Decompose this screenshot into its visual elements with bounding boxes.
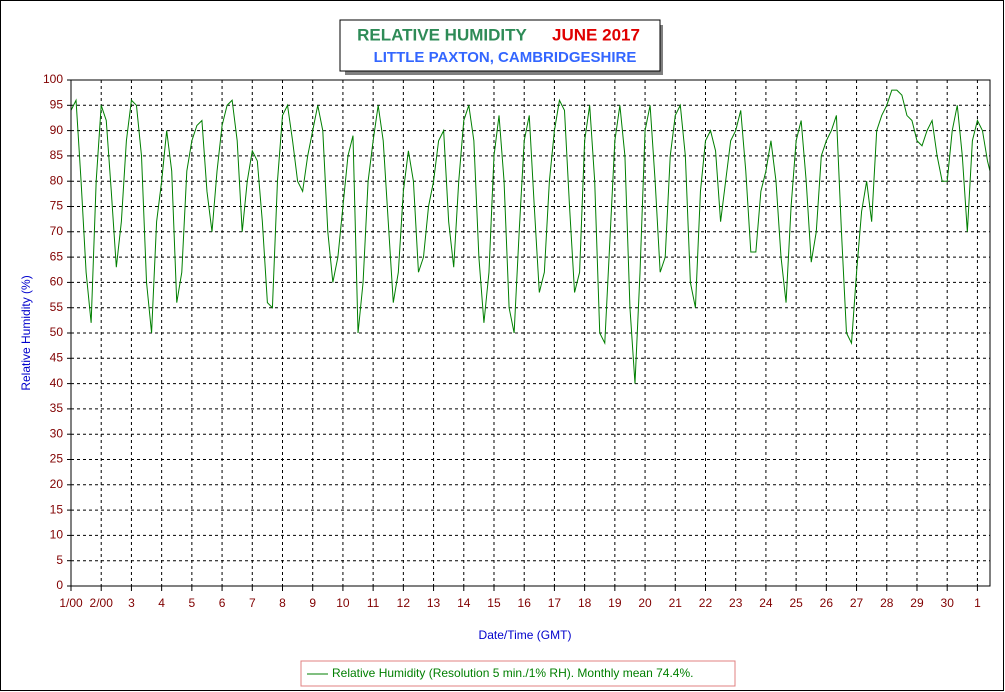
x-tick-label: 19 <box>608 596 622 610</box>
x-tick-label: 1/00 <box>59 596 83 610</box>
chart-title-date: JUNE 2017 <box>552 25 640 44</box>
y-tick-label: 70 <box>50 224 64 238</box>
y-tick-label: 95 <box>50 97 64 111</box>
x-tick-label: 11 <box>367 596 380 610</box>
x-tick-label: 20 <box>638 596 652 610</box>
x-tick-label: 5 <box>189 596 196 610</box>
chart-title: RELATIVE HUMIDITY <box>357 25 527 44</box>
x-tick-label: 14 <box>457 596 471 610</box>
y-tick-label: 55 <box>50 300 64 314</box>
y-tick-label: 45 <box>50 350 64 364</box>
x-tick-label: 1 <box>974 596 981 610</box>
x-tick-label: 4 <box>158 596 165 610</box>
y-tick-label: 65 <box>50 249 64 263</box>
x-tick-label: 7 <box>249 596 256 610</box>
x-tick-label: 21 <box>669 596 683 610</box>
y-tick-label: 40 <box>50 376 64 390</box>
x-tick-label: 26 <box>820 596 834 610</box>
y-tick-label: 35 <box>50 401 64 415</box>
x-axis-label: Date/Time (GMT) <box>479 628 572 642</box>
x-tick-label: 3 <box>128 596 135 610</box>
x-tick-label: 23 <box>729 596 743 610</box>
y-tick-label: 100 <box>43 72 63 86</box>
y-tick-label: 85 <box>50 148 64 162</box>
y-axis-label: Relative Humidity (%) <box>19 275 33 390</box>
legend-box <box>300 660 736 687</box>
plot-area <box>70 79 991 587</box>
x-tick-label: 22 <box>699 596 713 610</box>
x-tick-label: 29 <box>910 596 924 610</box>
y-tick-label: 15 <box>50 502 64 516</box>
chart-subtitle: LITTLE PAXTON, CAMBRIDGESHIRE <box>374 49 637 66</box>
y-tick-label: 90 <box>50 123 64 137</box>
data-line <box>70 89 991 384</box>
y-tick-label: 20 <box>50 477 64 491</box>
x-tick-label: 15 <box>487 596 501 610</box>
x-tick-label: 25 <box>789 596 803 610</box>
x-tick-label: 9 <box>309 596 316 610</box>
x-tick-label: 30 <box>941 596 955 610</box>
x-tick-label: 24 <box>759 596 773 610</box>
y-tick-label: 80 <box>50 173 64 187</box>
y-tick-label: 5 <box>56 553 63 567</box>
legend-label: Relative Humidity (Resolution 5 min./1% … <box>332 666 693 680</box>
y-tick-label: 60 <box>50 275 64 289</box>
y-tick-label: 30 <box>50 426 64 440</box>
plot-border <box>70 79 991 587</box>
x-tick-label: 13 <box>427 596 441 610</box>
x-tick-label: 2/00 <box>90 596 114 610</box>
x-tick-label: 8 <box>279 596 286 610</box>
x-tick-label: 10 <box>336 596 350 610</box>
x-tick-label: 28 <box>880 596 894 610</box>
x-tick-label: 17 <box>548 596 562 610</box>
x-tick-label: 6 <box>219 596 226 610</box>
y-tick-label: 50 <box>50 325 64 339</box>
x-tick-label: 18 <box>578 596 592 610</box>
title-box <box>339 19 661 72</box>
y-tick-label: 0 <box>56 578 63 592</box>
y-tick-label: 25 <box>50 452 64 466</box>
x-tick-label: 12 <box>397 596 411 610</box>
y-tick-label: 75 <box>50 199 64 213</box>
x-tick-label: 16 <box>518 596 532 610</box>
y-tick-label: 10 <box>50 528 64 542</box>
x-tick-label: 27 <box>850 596 864 610</box>
